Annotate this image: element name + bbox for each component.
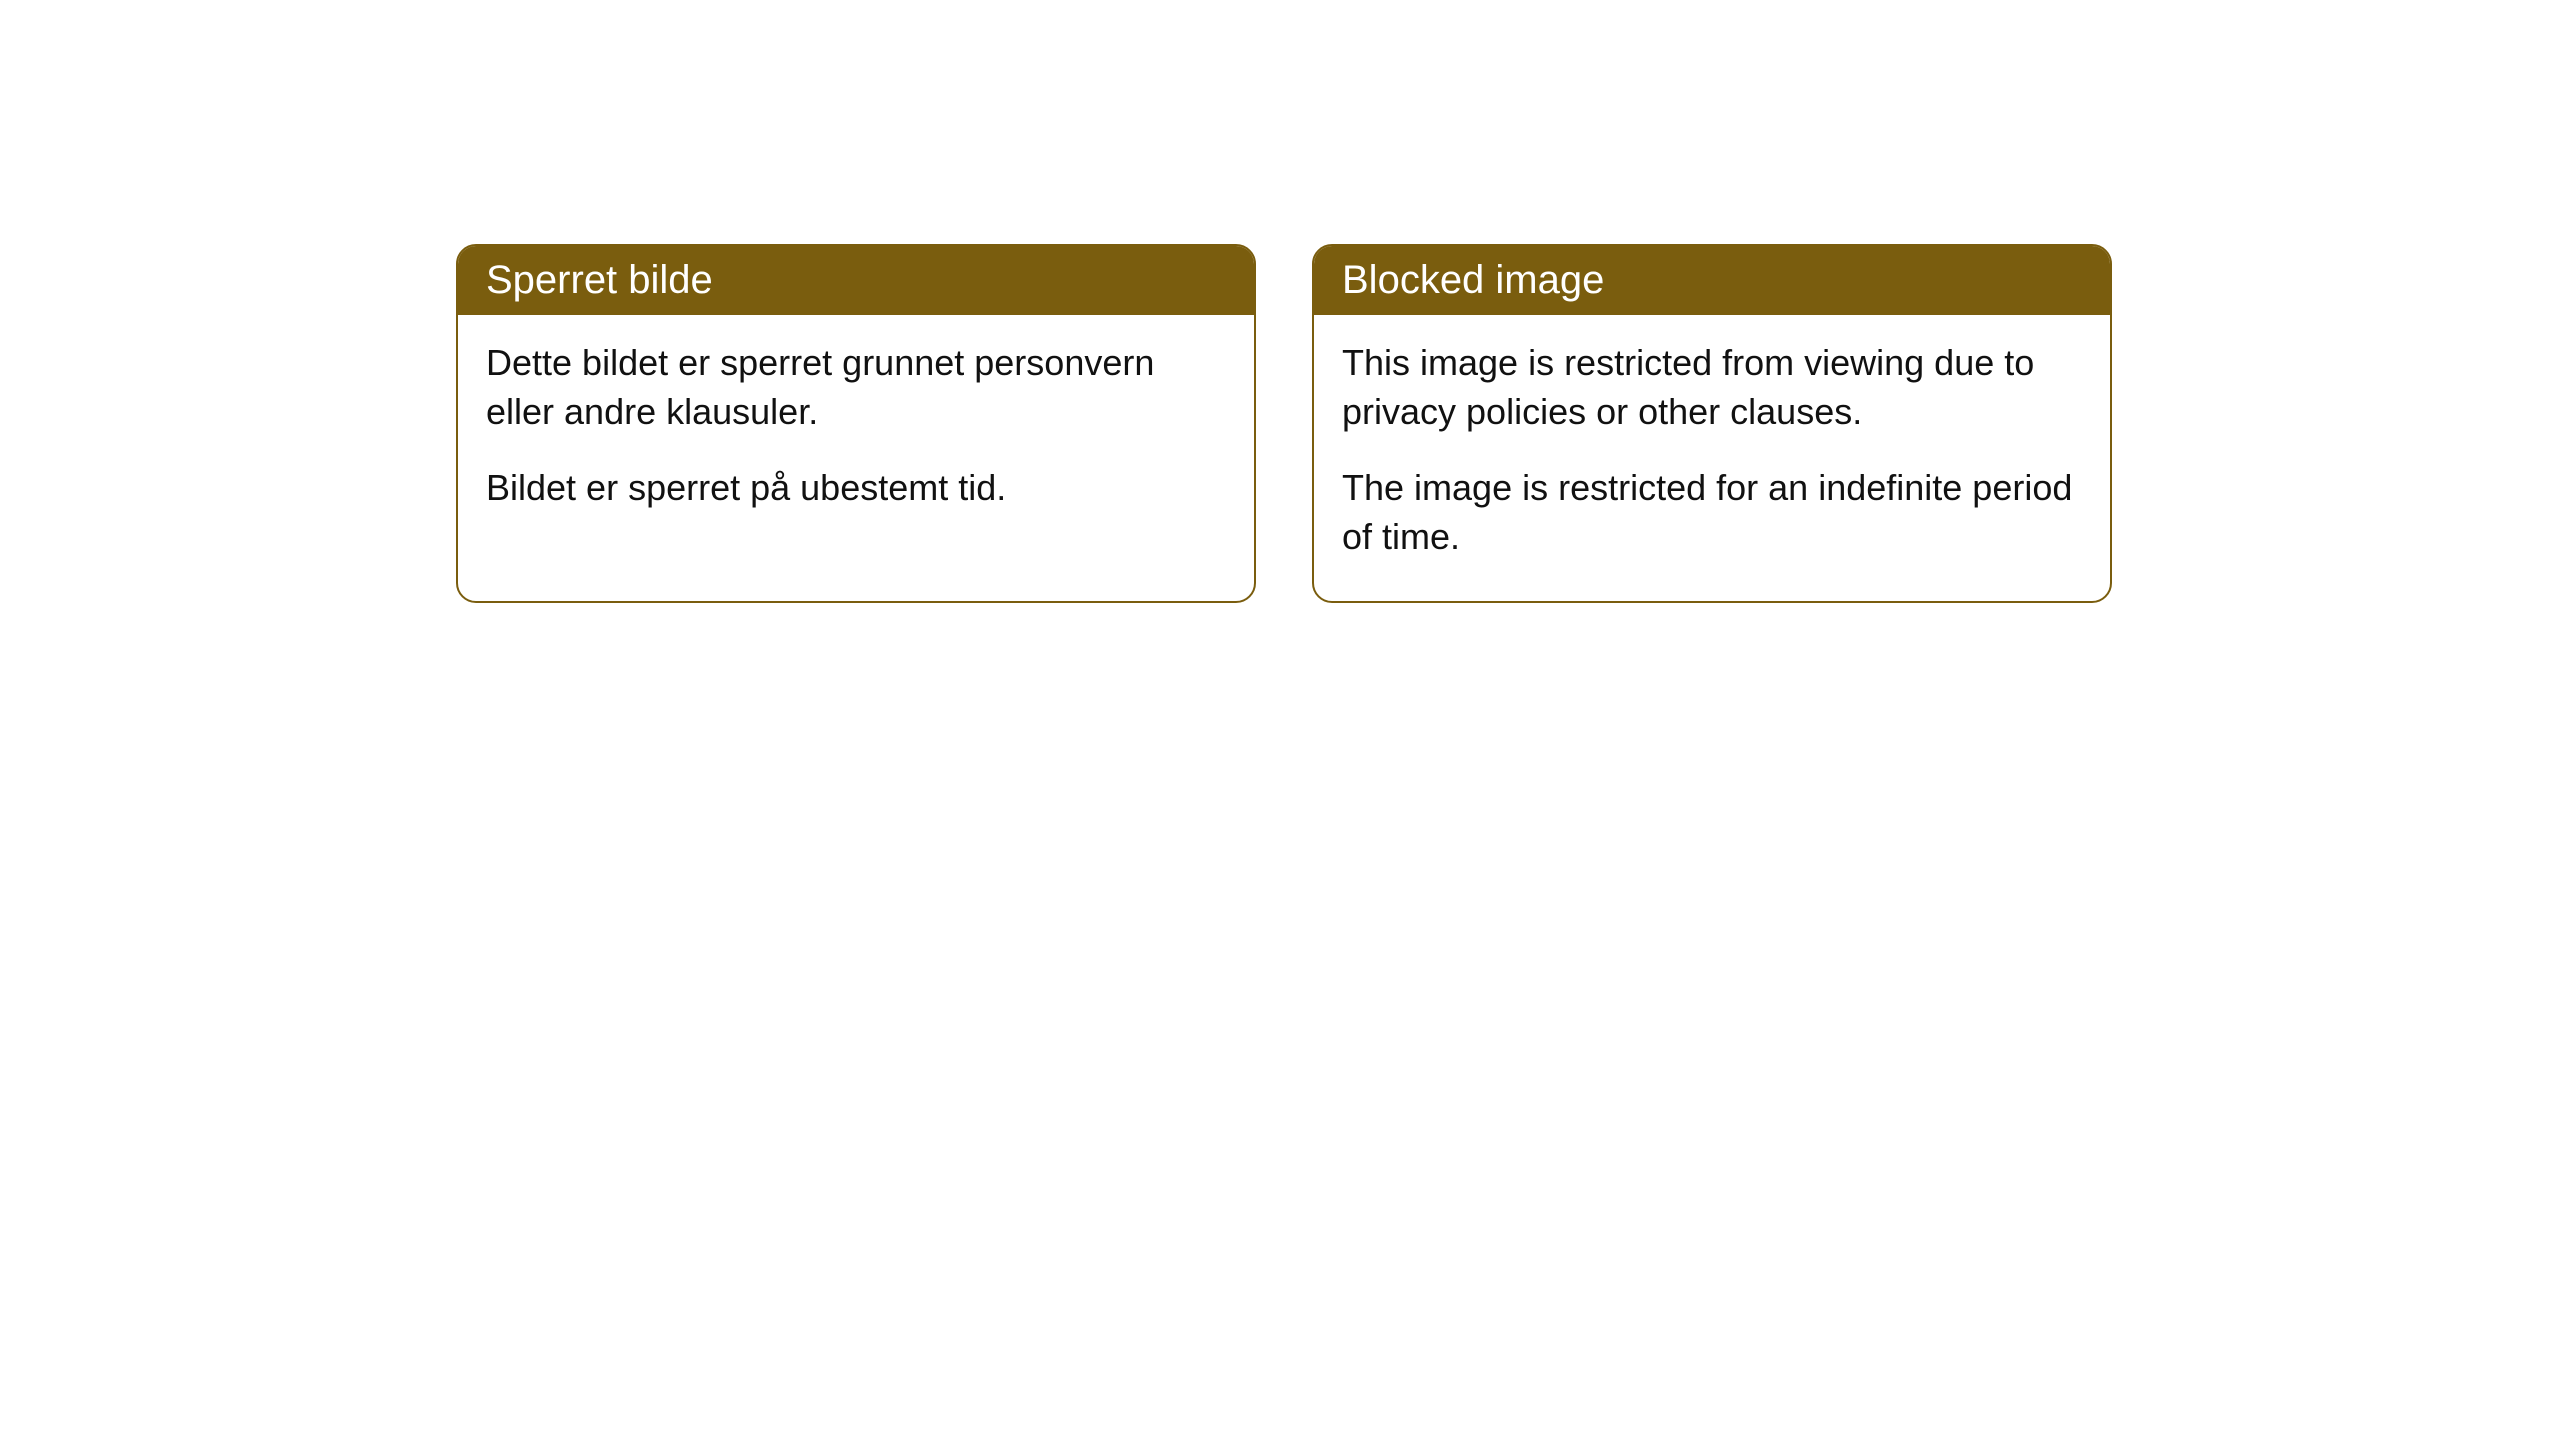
notice-card-body: Dette bildet er sperret grunnet personve… — [458, 315, 1254, 553]
notice-text-line-1: This image is restricted from viewing du… — [1342, 339, 2082, 436]
notice-cards-container: Sperret bilde Dette bildet er sperret gr… — [456, 244, 2112, 603]
notice-card-title: Sperret bilde — [458, 246, 1254, 315]
notice-card-norwegian: Sperret bilde Dette bildet er sperret gr… — [456, 244, 1256, 603]
notice-card-body: This image is restricted from viewing du… — [1314, 315, 2110, 601]
notice-card-english: Blocked image This image is restricted f… — [1312, 244, 2112, 603]
notice-card-title: Blocked image — [1314, 246, 2110, 315]
notice-text-line-2: Bildet er sperret på ubestemt tid. — [486, 464, 1226, 513]
notice-text-line-1: Dette bildet er sperret grunnet personve… — [486, 339, 1226, 436]
notice-text-line-2: The image is restricted for an indefinit… — [1342, 464, 2082, 561]
